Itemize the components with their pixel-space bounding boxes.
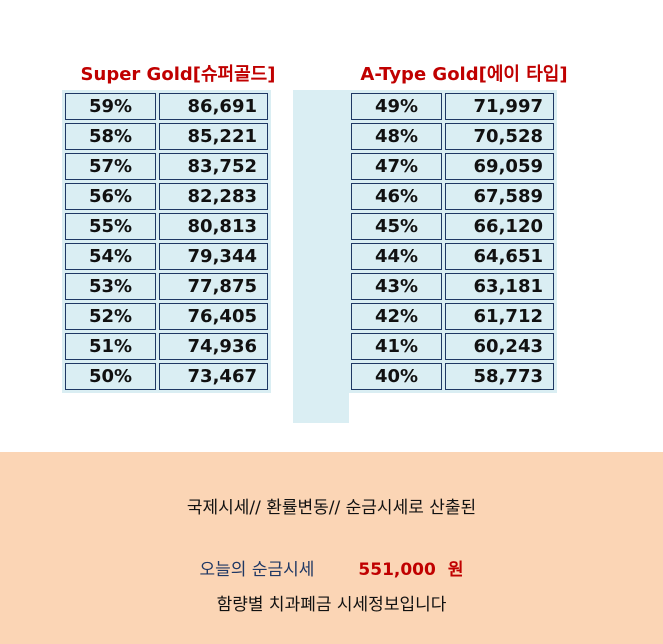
percent-cell: 45% bbox=[351, 213, 442, 240]
price-cell: 77,875 bbox=[159, 273, 268, 300]
price-cell: 61,712 bbox=[445, 303, 554, 330]
percent-cell: 49% bbox=[351, 93, 442, 120]
price-cell: 66,120 bbox=[445, 213, 554, 240]
price-cell: 85,221 bbox=[159, 123, 268, 150]
price-cell: 74,936 bbox=[159, 333, 268, 360]
table-row: 45% 66,120 bbox=[351, 213, 554, 240]
table-row: 44% 64,651 bbox=[351, 243, 554, 270]
price-cell: 70,528 bbox=[445, 123, 554, 150]
table-row: 48% 70,528 bbox=[351, 123, 554, 150]
table-row: 47% 69,059 bbox=[351, 153, 554, 180]
price-cell: 80,813 bbox=[159, 213, 268, 240]
price-cell: 76,405 bbox=[159, 303, 268, 330]
price-cell: 73,467 bbox=[159, 363, 268, 390]
price-cell: 63,181 bbox=[445, 273, 554, 300]
price-cell: 58,773 bbox=[445, 363, 554, 390]
percent-cell: 55% bbox=[65, 213, 156, 240]
table-row: 52% 76,405 bbox=[65, 303, 268, 330]
percent-cell: 52% bbox=[65, 303, 156, 330]
table-row: 42% 61,712 bbox=[351, 303, 554, 330]
percent-cell: 58% bbox=[65, 123, 156, 150]
price-cell: 82,283 bbox=[159, 183, 268, 210]
today-price-unit: 원 bbox=[447, 560, 464, 580]
info-line-purpose: 함량별 치과폐금 시세정보입니다 bbox=[216, 595, 447, 615]
price-cell: 83,752 bbox=[159, 153, 268, 180]
a-type-gold-table: 49% 71,997 48% 70,528 47% 69,059 46% 67,589 … bbox=[348, 90, 557, 393]
super-gold-title: Super Gold[슈퍼골드] bbox=[80, 64, 276, 85]
today-price-line: 오늘의 순금시세 551,000 원 bbox=[0, 555, 663, 580]
info-line-source: 국제시세// 환률변동// 순금시세로 산출된 bbox=[186, 498, 477, 518]
price-cell: 64,651 bbox=[445, 243, 554, 270]
price-cell: 79,344 bbox=[159, 243, 268, 270]
price-cell: 71,997 bbox=[445, 93, 554, 120]
info-panel bbox=[0, 452, 663, 644]
table-row: 49% 71,997 bbox=[351, 93, 554, 120]
today-price-label: 오늘의 순금시세 bbox=[199, 560, 315, 580]
percent-cell: 51% bbox=[65, 333, 156, 360]
price-cell: 67,589 bbox=[445, 183, 554, 210]
percent-cell: 57% bbox=[65, 153, 156, 180]
price-cell: 60,243 bbox=[445, 333, 554, 360]
price-cell: 69,059 bbox=[445, 153, 554, 180]
percent-cell: 50% bbox=[65, 363, 156, 390]
percent-cell: 59% bbox=[65, 93, 156, 120]
percent-cell: 42% bbox=[351, 303, 442, 330]
table-row: 53% 77,875 bbox=[65, 273, 268, 300]
percent-cell: 56% bbox=[65, 183, 156, 210]
table-row: 59% 86,691 bbox=[65, 93, 268, 120]
super-gold-table: 59% 86,691 58% 85,221 57% 83,752 56% 82,283 … bbox=[62, 90, 271, 393]
table-row: 58% 85,221 bbox=[65, 123, 268, 150]
percent-cell: 44% bbox=[351, 243, 442, 270]
table-row: 50% 73,467 bbox=[65, 363, 268, 390]
table-row: 51% 74,936 bbox=[65, 333, 268, 360]
table-row: 46% 67,589 bbox=[351, 183, 554, 210]
percent-cell: 48% bbox=[351, 123, 442, 150]
today-price-value: 551,000 bbox=[358, 560, 436, 580]
table-gap-band bbox=[293, 90, 349, 423]
table-row: 56% 82,283 bbox=[65, 183, 268, 210]
table-row: 55% 80,813 bbox=[65, 213, 268, 240]
percent-cell: 40% bbox=[351, 363, 442, 390]
percent-cell: 53% bbox=[65, 273, 156, 300]
a-type-gold-title: A-Type Gold[에이 타입] bbox=[360, 64, 568, 85]
price-cell: 86,691 bbox=[159, 93, 268, 120]
percent-cell: 41% bbox=[351, 333, 442, 360]
table-row: 41% 60,243 bbox=[351, 333, 554, 360]
table-row: 57% 83,752 bbox=[65, 153, 268, 180]
percent-cell: 43% bbox=[351, 273, 442, 300]
percent-cell: 46% bbox=[351, 183, 442, 210]
table-row: 40% 58,773 bbox=[351, 363, 554, 390]
percent-cell: 47% bbox=[351, 153, 442, 180]
percent-cell: 54% bbox=[65, 243, 156, 270]
table-row: 43% 63,181 bbox=[351, 273, 554, 300]
table-row: 54% 79,344 bbox=[65, 243, 268, 270]
